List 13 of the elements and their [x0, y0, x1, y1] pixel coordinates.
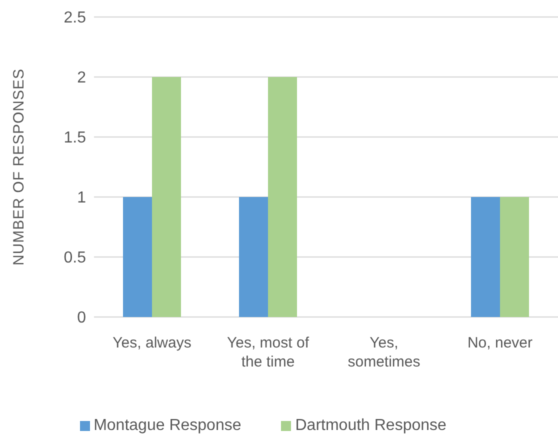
legend-label: Montague Response	[94, 417, 242, 434]
x-tick-label: Yes, most of the time	[227, 334, 310, 371]
y-axis-title: NUMBER OF RESPONSES	[10, 68, 28, 266]
y-tick-label: 0	[77, 310, 86, 327]
x-tick-label: Yes, sometimes	[348, 334, 420, 371]
legend-label: Dartmouth Response	[295, 417, 446, 434]
y-tick-label: 2	[77, 70, 86, 87]
x-tick-label: Yes, always	[112, 334, 192, 352]
y-tick-label: 1.5	[64, 130, 86, 147]
y-tick-label: 0.5	[64, 250, 86, 267]
x-tick-label: No, never	[467, 334, 533, 352]
y-tick-label: 1	[77, 190, 86, 207]
y-tick-label: 2.5	[64, 10, 86, 27]
